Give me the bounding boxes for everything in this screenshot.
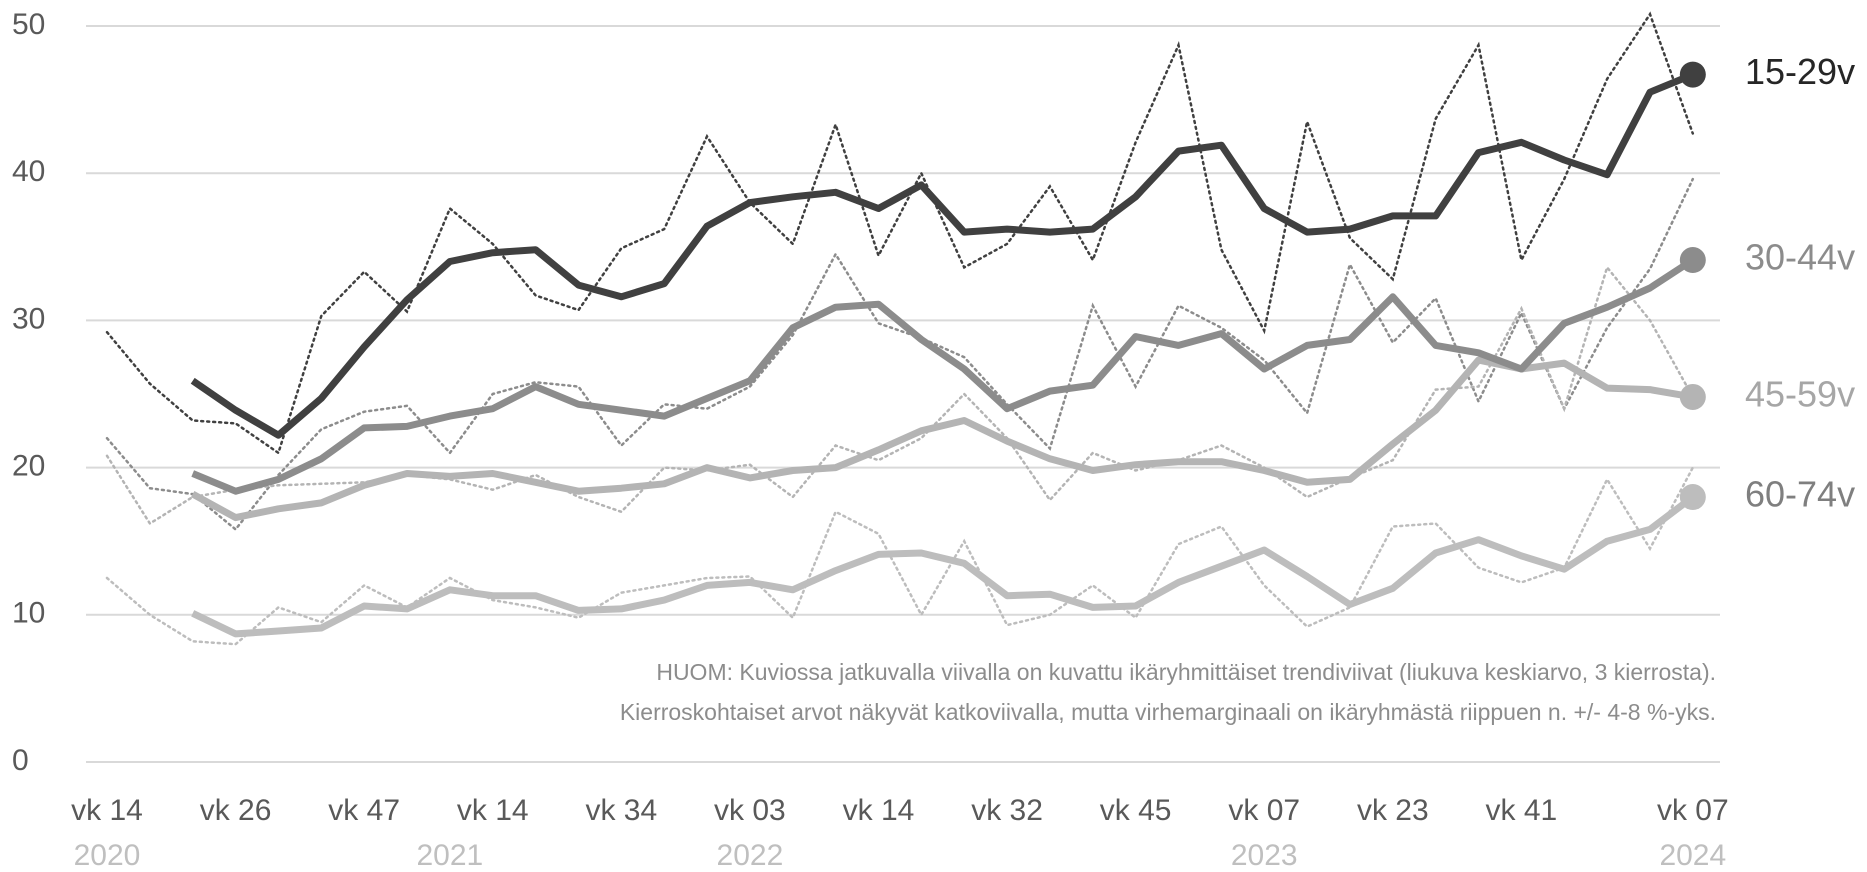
end-marker [1679, 247, 1706, 274]
raw-line [105, 177, 1695, 532]
year-label: 2023 [1231, 839, 1298, 872]
x-tick-label: vk 03 [714, 794, 786, 827]
series-label: 15-29v [1745, 51, 1855, 92]
series-label: 60-74v [1745, 474, 1855, 515]
x-tick-label: vk 32 [971, 794, 1043, 827]
y-tick-label: 10 [12, 597, 45, 630]
x-tick-label: vk 14 [71, 794, 143, 827]
series-label: 45-59v [1745, 373, 1855, 414]
year-label: 2024 [1659, 839, 1726, 872]
year-label: 2020 [74, 839, 141, 872]
y-tick-label: 0 [12, 744, 29, 777]
trend-line [191, 494, 1695, 638]
trend-line [191, 257, 1695, 495]
x-tick-label: vk 34 [585, 794, 657, 827]
raw-line [105, 11, 1695, 455]
trend-line [191, 356, 1694, 522]
x-tick-label: vk 26 [200, 794, 272, 827]
raw-line [105, 466, 1695, 646]
x-tick-label: vk 14 [457, 794, 529, 827]
raw-line [105, 264, 1695, 526]
note: HUOM: Kuviossa jatkuvalla viivalla on ku… [656, 659, 1716, 685]
x-tick-label: vk 14 [843, 794, 915, 827]
end-marker [1679, 383, 1706, 410]
series-label: 30-44v [1745, 237, 1855, 278]
y-tick-label: 30 [12, 302, 45, 335]
y-tick-label: 40 [12, 155, 45, 188]
x-tick-label: vk 07 [1228, 794, 1300, 827]
end-marker [1679, 61, 1706, 88]
end-marker [1679, 484, 1706, 511]
x-tick-label: vk 47 [328, 794, 400, 827]
year-label: 2021 [417, 839, 484, 872]
note: Kierroskohtaiset arvot näkyvät katkoviiv… [620, 699, 1716, 725]
trend-line [190, 71, 1695, 439]
x-tick-label: vk 23 [1357, 794, 1429, 827]
y-tick-label: 20 [12, 450, 45, 483]
x-tick-label: vk 45 [1100, 794, 1172, 827]
x-tick-label: vk 07 [1657, 794, 1729, 827]
y-tick-label: 50 [12, 8, 45, 41]
year-label: 2022 [717, 839, 784, 872]
x-tick-label: vk 41 [1486, 794, 1558, 827]
